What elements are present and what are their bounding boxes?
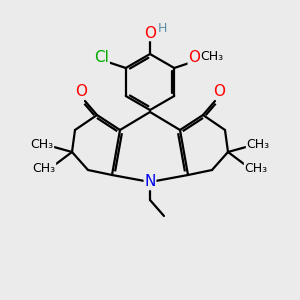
Text: O: O [213, 83, 225, 98]
Text: O: O [144, 26, 156, 40]
Text: CH₃: CH₃ [30, 137, 54, 151]
Text: N: N [144, 175, 156, 190]
Text: CH₃: CH₃ [244, 163, 268, 176]
Text: Cl: Cl [94, 50, 109, 64]
Text: H: H [157, 22, 167, 34]
Text: O: O [75, 83, 87, 98]
Text: O: O [188, 50, 200, 64]
Text: CH₃: CH₃ [246, 137, 270, 151]
Text: CH₃: CH₃ [201, 50, 224, 62]
Text: CH₃: CH₃ [32, 163, 56, 176]
